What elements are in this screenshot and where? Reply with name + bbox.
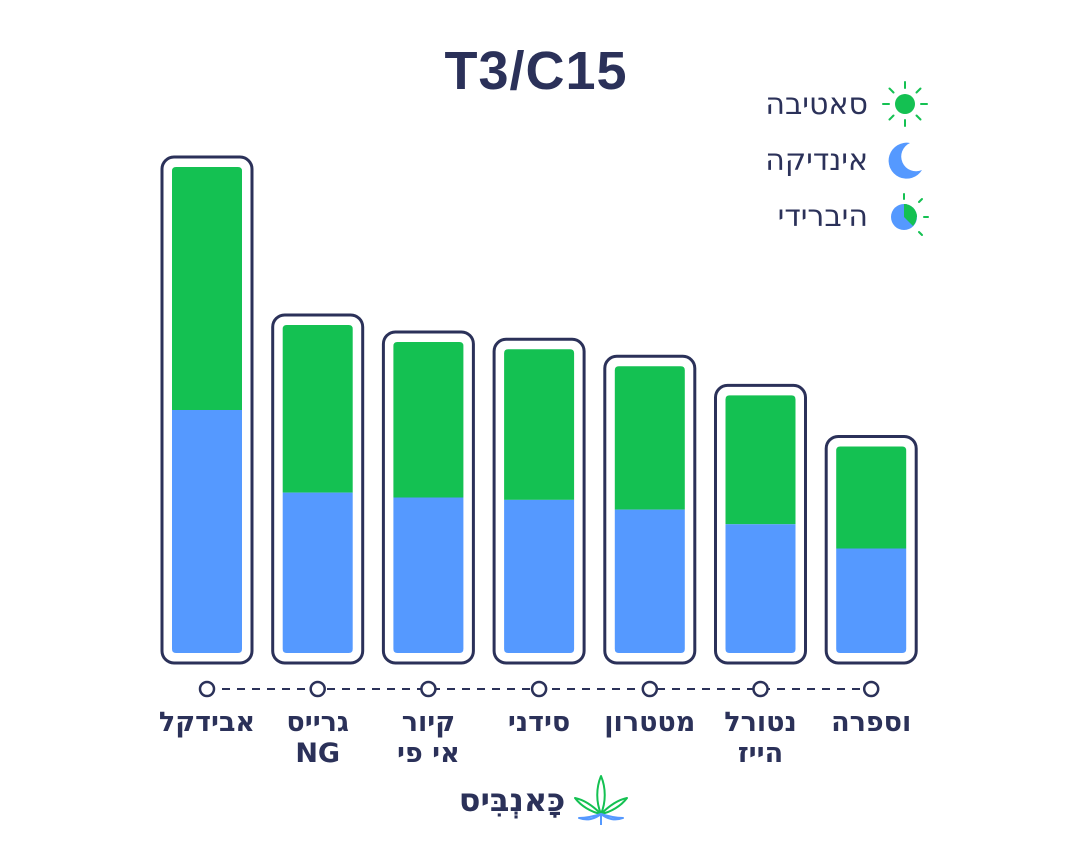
x-tick-label: NG — [295, 738, 340, 769]
legend-label-indica: אינדיקה — [765, 142, 868, 178]
bar-segment-sativa — [393, 341, 464, 498]
legend-label-sativa: סאטיבה — [765, 86, 868, 122]
bar-segment-sativa — [614, 366, 685, 510]
x-tick-label: אי פי — [397, 738, 460, 769]
axis-marker — [641, 680, 659, 698]
bar-segment-sativa — [172, 167, 242, 410]
x-tick-label: וספרה — [831, 707, 911, 738]
chart-title: T3/C15 — [444, 41, 628, 101]
x-tick-label: הייז — [738, 738, 783, 769]
axis-marker — [862, 680, 880, 698]
legend-item-indica: אינדיקה — [640, 132, 930, 188]
bar-segment-indica — [725, 524, 796, 653]
x-tick-label: אבידקל — [159, 707, 255, 738]
moon-icon — [888, 142, 922, 179]
x-tick-label: סידני — [508, 707, 570, 738]
x-tick-label: נטורל — [724, 707, 796, 738]
brand: כָּאנְבִּיס — [440, 770, 650, 830]
bar-segment-sativa — [725, 395, 796, 525]
bar-segment-sativa — [836, 446, 907, 549]
bar-segment-sativa — [282, 324, 353, 493]
cannabis-leaf-logo — [574, 775, 629, 825]
bar-segment-indica — [172, 410, 242, 653]
axis-marker — [198, 680, 216, 698]
legend: סאטיבה אינדיקה היברידי — [640, 76, 930, 244]
bar-segment-indica — [504, 499, 575, 653]
axis-marker — [752, 680, 769, 698]
axis-marker — [530, 680, 548, 698]
hybrid-sun-moon-icon — [891, 193, 929, 236]
bar-segment-indica — [393, 497, 464, 653]
x-tick-label: קיור — [402, 707, 455, 738]
sun-icon — [882, 81, 928, 127]
legend-item-sativa: סאטיבה — [640, 76, 930, 132]
bar-segment-indica — [836, 548, 907, 653]
brand-name: כָּאנְבִּיס — [458, 781, 566, 819]
bar-segment-sativa — [504, 349, 575, 500]
axis-marker — [309, 680, 326, 698]
axis-marker — [420, 680, 437, 698]
x-tick-label: מטטרון — [604, 707, 695, 738]
x-tick-label: גרייס — [286, 707, 349, 738]
legend-item-hybrid: היברידי — [640, 188, 930, 244]
bar-segment-indica — [282, 492, 353, 653]
bar-segment-indica — [614, 509, 685, 653]
legend-label-hybrid: היברידי — [777, 198, 868, 234]
